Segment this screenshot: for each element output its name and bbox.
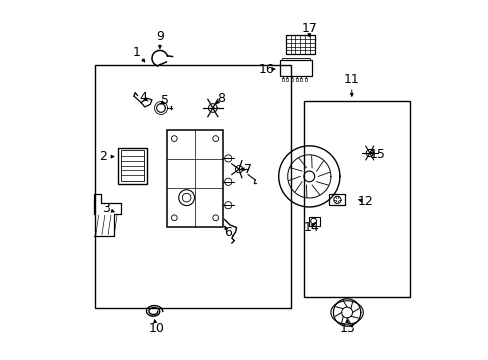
Bar: [309, 217, 320, 226]
Text: 11: 11: [343, 73, 359, 86]
Bar: [329, 194, 345, 205]
Bar: [121, 150, 143, 181]
Text: 9: 9: [156, 30, 163, 42]
Text: 1: 1: [132, 46, 140, 59]
Bar: [95, 65, 291, 308]
Text: 7: 7: [244, 163, 252, 176]
Text: 16: 16: [258, 63, 273, 76]
Text: 14: 14: [303, 221, 318, 234]
Text: 5: 5: [161, 94, 169, 107]
Text: 3: 3: [102, 202, 110, 215]
Text: 15: 15: [369, 148, 385, 161]
Text: 10: 10: [148, 322, 164, 335]
Bar: [167, 130, 223, 227]
Text: 4: 4: [139, 91, 146, 104]
Bar: [279, 60, 311, 76]
Text: 8: 8: [217, 93, 224, 105]
Bar: [285, 35, 314, 54]
Text: 12: 12: [357, 195, 372, 208]
Text: 17: 17: [301, 22, 317, 35]
Text: 13: 13: [339, 322, 354, 335]
Bar: [281, 58, 310, 60]
Bar: [118, 148, 146, 184]
Text: 6: 6: [224, 226, 232, 239]
Text: 2: 2: [99, 150, 107, 163]
Bar: [303, 101, 409, 297]
